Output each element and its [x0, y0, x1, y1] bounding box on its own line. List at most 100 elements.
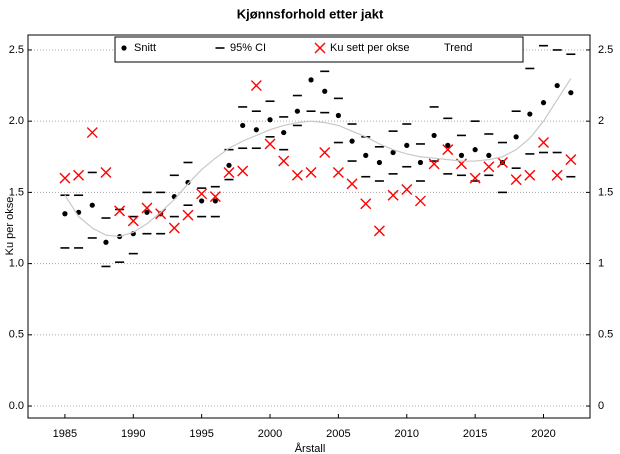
- observed-point: [428, 158, 440, 170]
- observed-point: [319, 147, 331, 159]
- observed-point: [332, 166, 344, 178]
- x-tick-label: 2010: [395, 428, 419, 440]
- mean-point: [527, 111, 533, 117]
- x-tick-label: 1985: [53, 428, 77, 440]
- mean-point: [240, 122, 246, 129]
- observed-point: [100, 166, 112, 178]
- mean-point: [404, 142, 410, 148]
- mean-point: [226, 162, 232, 168]
- mean-point: [431, 132, 437, 139]
- mean-point: [472, 147, 478, 153]
- observed-point: [565, 154, 577, 166]
- mean-point: [281, 129, 287, 136]
- x-axis-label: Årstall: [295, 442, 326, 454]
- observed-point: [496, 156, 508, 168]
- mean-point: [308, 77, 314, 83]
- mean-point: [417, 159, 424, 166]
- mean-point: [294, 108, 300, 114]
- observed-point: [114, 205, 126, 217]
- observed-point: [155, 208, 167, 220]
- observed-point: [373, 225, 385, 237]
- y2-tick-label: 2.5: [598, 44, 613, 56]
- plot-frame: [27, 34, 591, 419]
- observed-point: [291, 169, 303, 181]
- observed-point: [127, 215, 139, 227]
- x-tick-label: 1990: [121, 428, 145, 440]
- mean-point: [253, 127, 259, 133]
- observed-point: [510, 174, 522, 186]
- mean-point: [62, 211, 68, 217]
- observed-point: [314, 42, 326, 54]
- chart-title: Kjønnsforhold etter jakt: [237, 6, 384, 21]
- observed-point: [237, 165, 249, 177]
- x-tick-label: 1995: [189, 428, 213, 440]
- observed-point: [360, 198, 372, 210]
- x-tick-label: 2000: [258, 428, 282, 440]
- mean-point: [212, 198, 218, 204]
- y2-tick-label: 0: [598, 400, 604, 412]
- trend-line: [64, 78, 572, 238]
- legend-label: Ku sett per okse: [330, 42, 410, 54]
- mean-point: [390, 149, 396, 156]
- observed-point: [86, 127, 98, 139]
- observed-point: [278, 155, 290, 167]
- mean-point: [540, 100, 547, 106]
- y2-tick-label: 0.5: [598, 329, 613, 341]
- observed-point: [387, 189, 399, 201]
- observed-point: [59, 172, 71, 184]
- observed-point: [141, 202, 153, 214]
- y2-tick-label: 1.5: [598, 186, 613, 198]
- observed-point: [196, 188, 208, 200]
- observed-point: [168, 222, 180, 234]
- observed-point: [346, 178, 358, 190]
- y-axis-label: Ku per okse: [4, 197, 16, 256]
- legend-label: Trend: [444, 42, 472, 54]
- mean-point: [363, 152, 369, 158]
- y-tick-label: 0.5: [9, 329, 24, 341]
- mean-point: [144, 209, 150, 215]
- y2-tick-label: 2: [598, 115, 604, 127]
- observed-point: [538, 137, 550, 149]
- mean-point: [322, 88, 328, 94]
- mean-point: [458, 152, 465, 158]
- y-tick-label: 2.5: [9, 44, 24, 56]
- observed-point: [551, 169, 563, 181]
- mean-point: [185, 179, 191, 186]
- observed-point: [305, 166, 317, 178]
- observed-point: [264, 138, 276, 150]
- mean-point: [513, 134, 519, 140]
- observed-point: [250, 80, 262, 92]
- mean-point: [349, 138, 355, 144]
- observed-point: [469, 172, 481, 184]
- y2-tick-label: 1: [598, 258, 604, 270]
- mean-point: [568, 90, 574, 96]
- mean-point: [445, 142, 451, 148]
- observed-point: [73, 169, 85, 181]
- mean-point: [267, 117, 273, 123]
- mean-point: [376, 159, 383, 166]
- observed-point: [182, 209, 194, 221]
- observed-point: [524, 169, 536, 181]
- x-tick-label: 2005: [326, 428, 350, 440]
- x-tick-label: 2015: [463, 428, 487, 440]
- observed-point: [401, 184, 413, 196]
- observed-point: [483, 161, 495, 173]
- x-tick-label: 2020: [531, 428, 555, 440]
- observed-point: [414, 195, 426, 207]
- observed-point: [442, 144, 454, 156]
- observed-point: [223, 166, 235, 178]
- mean-point: [103, 239, 109, 245]
- y-tick-label: 0.0: [9, 400, 24, 412]
- legend-label: Snitt: [134, 42, 156, 54]
- y-tick-label: 1.5: [9, 186, 24, 198]
- y-tick-label: 2.0: [9, 115, 24, 127]
- mean-point: [486, 152, 492, 158]
- mean-point: [121, 45, 127, 51]
- mean-point: [335, 112, 341, 119]
- observed-point: [209, 191, 221, 203]
- mean-point: [199, 198, 205, 204]
- mean-point: [89, 202, 95, 208]
- legend-label: 95% CI: [230, 42, 266, 54]
- y-tick-label: 1.0: [9, 258, 24, 270]
